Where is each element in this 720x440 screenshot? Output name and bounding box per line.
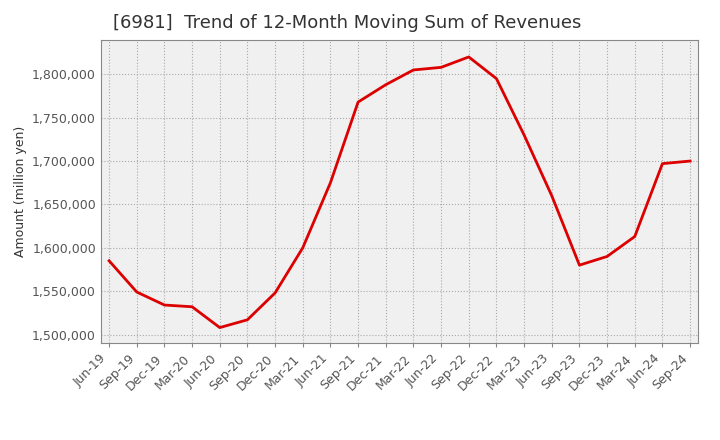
Text: [6981]  Trend of 12-Month Moving Sum of Revenues: [6981] Trend of 12-Month Moving Sum of R… — [113, 15, 581, 33]
Y-axis label: Amount (million yen): Amount (million yen) — [14, 126, 27, 257]
